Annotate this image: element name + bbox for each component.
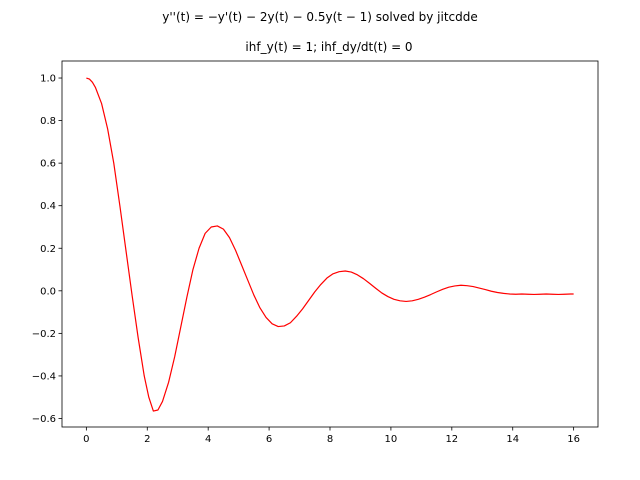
x-tick-label: 6 bbox=[266, 434, 272, 445]
x-tick-label: 0 bbox=[83, 434, 89, 445]
y-tick-label: −0.6 bbox=[32, 414, 56, 425]
axes-frame bbox=[61, 60, 599, 428]
x-tick-label: 10 bbox=[385, 434, 398, 445]
y-axis: −0.6 −0.4 −0.2 0.0 0.2 0.4 0.6 0.8 1.0 bbox=[32, 74, 62, 425]
x-tick-label: 16 bbox=[567, 434, 580, 445]
series-line-0 bbox=[86, 77, 574, 412]
y-tick-label: 0.4 bbox=[40, 201, 56, 212]
y-tick-label: −0.4 bbox=[32, 371, 56, 382]
plot-area bbox=[86, 77, 574, 412]
y-tick-label: 1.0 bbox=[40, 74, 56, 85]
x-tick-label: 8 bbox=[327, 434, 333, 445]
y-tick-label: 0.6 bbox=[40, 159, 56, 170]
y-tick-label: 0.0 bbox=[40, 286, 56, 297]
x-tick-label: 2 bbox=[144, 434, 150, 445]
y-tick-label: 0.8 bbox=[40, 116, 56, 127]
x-tick-label: 4 bbox=[205, 434, 211, 445]
x-tick-label: 12 bbox=[445, 434, 458, 445]
y-tick-label: −0.2 bbox=[32, 329, 56, 340]
y-tick-label: 0.2 bbox=[40, 244, 56, 255]
chart-title-line1: y''(t) = −y'(t) − 2y(t) − 0.5y(t − 1) so… bbox=[162, 10, 478, 24]
x-tick-label: 14 bbox=[506, 434, 519, 445]
chart-title-line2: ihf_y(t) = 1; ihf_dy/dt(t) = 0 bbox=[245, 40, 412, 54]
x-axis: 0 2 4 6 8 10 12 14 16 bbox=[83, 427, 580, 445]
